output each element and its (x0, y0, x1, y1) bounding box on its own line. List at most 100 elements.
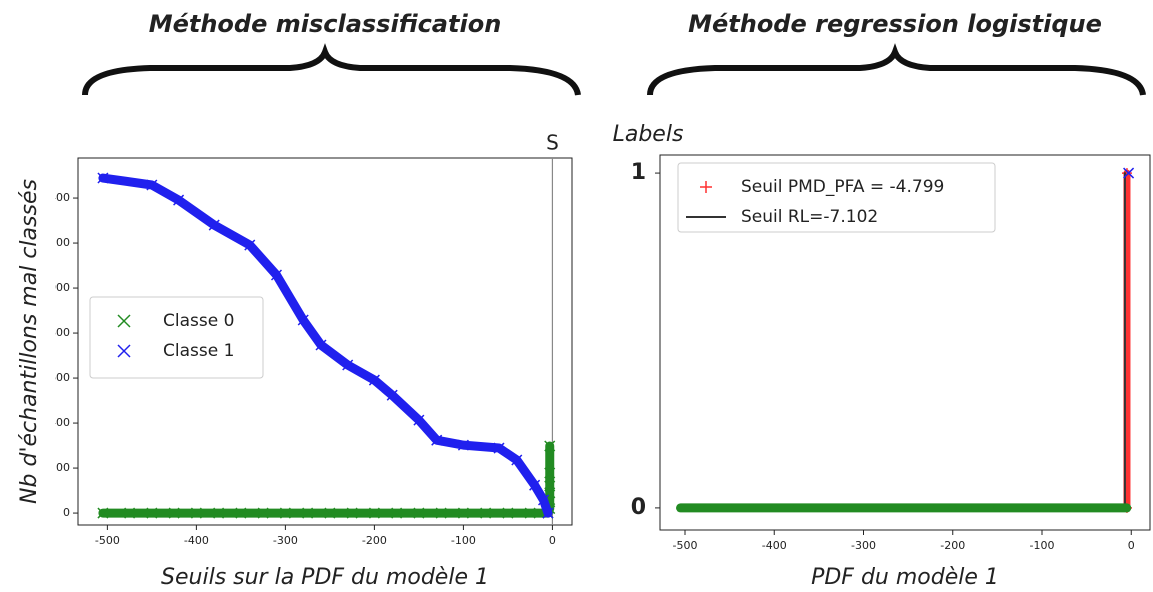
x-tick-label: -100 (451, 534, 476, 547)
point (770, 503, 779, 512)
point (1123, 167, 1135, 179)
y-axis-label: Labels (613, 122, 684, 147)
point (1015, 503, 1024, 512)
point (208, 219, 220, 231)
point (529, 479, 541, 491)
point (146, 179, 158, 191)
x-tick-label: -400 (184, 534, 209, 547)
point (524, 507, 536, 519)
brace (647, 43, 1146, 96)
y-tick-label: 1 (631, 160, 646, 185)
point (926, 503, 935, 512)
point (413, 414, 425, 426)
point (792, 503, 801, 512)
point (302, 507, 314, 519)
brace (82, 43, 581, 96)
point (257, 507, 269, 519)
point (190, 507, 202, 519)
point (837, 503, 846, 512)
point (457, 507, 469, 519)
point (324, 507, 336, 519)
point (97, 507, 109, 519)
legend-marker (117, 314, 131, 328)
point (881, 503, 890, 512)
point (1082, 503, 1091, 512)
point (124, 507, 136, 519)
point (511, 454, 523, 466)
point (904, 503, 913, 512)
series-line (98, 441, 555, 518)
point (368, 374, 380, 386)
point (544, 480, 556, 492)
point (297, 314, 309, 326)
x-tick-label: 0 (549, 534, 556, 547)
point (1104, 503, 1113, 512)
point (173, 194, 185, 206)
point (270, 269, 283, 281)
legend-box (89, 296, 264, 379)
point (537, 494, 550, 506)
point (342, 359, 354, 371)
y-tick-label: 800 (49, 326, 70, 339)
point (235, 507, 247, 519)
point (725, 503, 734, 512)
point (993, 503, 1002, 512)
panel-title: Méthode regression logistique (688, 10, 1102, 38)
point (315, 339, 327, 351)
legend-label: Classe 1 (163, 341, 234, 361)
y-tick-label: 0 (63, 506, 70, 519)
axes: -500 -400 -300 -200 -100 0 0 200 400 600 800 1000 12… (42, 157, 573, 547)
point (457, 439, 469, 451)
point (480, 507, 492, 519)
x-tick-label: -200 (362, 534, 387, 547)
x-tick-label: -200 (940, 539, 965, 552)
x-tick-label: -500 (673, 539, 698, 552)
panel-title: Méthode misclassification (149, 10, 502, 38)
point (859, 503, 868, 512)
point (544, 467, 556, 479)
point (544, 440, 556, 452)
point (168, 507, 180, 519)
point (386, 389, 398, 401)
y-tick-label: 200 (49, 461, 70, 474)
y-tick-label: 0 (631, 495, 646, 520)
x-tick-label: -400 (762, 539, 787, 552)
point (814, 503, 823, 512)
point (747, 503, 756, 512)
point (146, 507, 158, 519)
x-tick-label: 0 (1128, 539, 1135, 552)
legend-label: Seuil RL=-7.102 (741, 207, 878, 227)
plot-frame (77, 157, 573, 526)
point (391, 507, 403, 519)
point (431, 434, 443, 446)
point (279, 507, 291, 519)
point (542, 507, 554, 519)
x-tick-label: -300 (851, 539, 876, 552)
point (703, 503, 712, 512)
legend-label: Seuil PMD_PFA = -4.799 (741, 177, 944, 197)
x-tick-label: -300 (273, 534, 298, 547)
x-axis-label: PDF du modèle 1 (811, 565, 999, 590)
axes: -500 -400 -300 -200 -100 0 0 1 (631, 154, 1151, 552)
x-axis-label: Seuils sur la PDF du modèle 1 (161, 565, 489, 590)
plot-frame (659, 154, 1151, 531)
point (1122, 503, 1131, 512)
legend-marker (700, 181, 712, 193)
y-tick-label: 600 (49, 371, 70, 384)
y-tick-label: 1400 (42, 191, 70, 204)
y-tick-label: 400 (49, 416, 70, 429)
point (213, 507, 225, 519)
y-axis-label: Nb d'échantillons mal classés (17, 179, 42, 504)
point (971, 503, 980, 512)
legend-box (677, 162, 996, 233)
point (1121, 168, 1132, 179)
point (493, 442, 505, 454)
annotation: S (546, 131, 559, 155)
legend-marker (117, 344, 131, 358)
point (502, 507, 514, 519)
x-tick-label: -500 (95, 534, 120, 547)
x-tick-label: -100 (1030, 539, 1055, 552)
point (676, 503, 685, 512)
